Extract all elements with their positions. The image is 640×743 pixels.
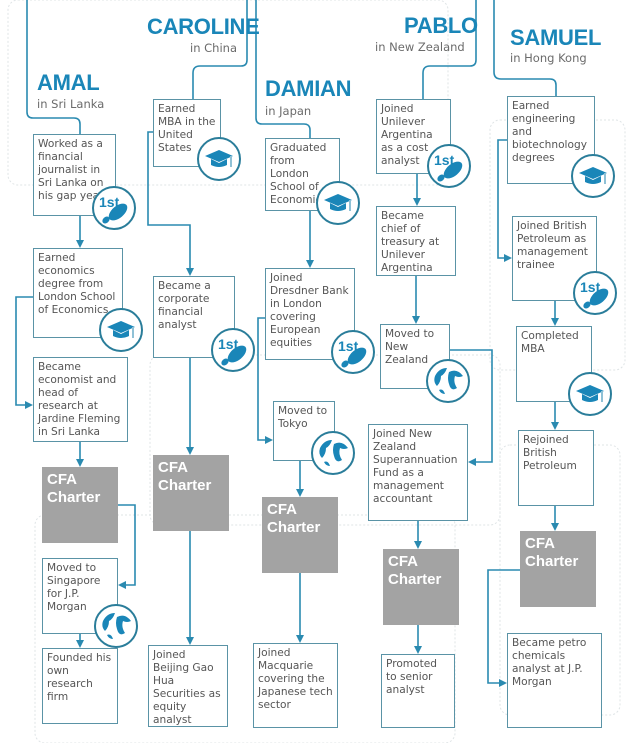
svg-text:1st: 1st xyxy=(434,152,455,168)
arrow-connector xyxy=(497,139,512,262)
connector-line xyxy=(422,0,477,99)
cfa-charter-box: CFA Charter xyxy=(153,455,229,531)
person-name: DAMIAN xyxy=(265,76,352,101)
arrow-connector xyxy=(15,296,33,409)
cfa-charter-box: CFA Charter xyxy=(42,467,118,543)
svg-text:1st: 1st xyxy=(580,279,601,295)
arrow-connector xyxy=(257,317,273,444)
career-step-box: Moved to Tokyo xyxy=(273,401,335,461)
globe-icon xyxy=(311,431,355,475)
career-step-box: Founded his own research firm xyxy=(42,648,118,724)
graduation-cap-icon xyxy=(99,308,143,352)
career-step-box: Became economist and head of research at… xyxy=(33,357,128,442)
career-step-box: Became petro chemicals analyst at J.P. M… xyxy=(507,633,602,728)
connector-line xyxy=(255,0,311,138)
person-name: AMAL xyxy=(37,70,100,95)
connector-line xyxy=(26,0,81,134)
first-step-shoe-icon: 1st xyxy=(427,144,471,188)
arrow-connector xyxy=(118,504,136,589)
arrow-connector xyxy=(487,569,520,687)
cfa-charter-box: CFA Charter xyxy=(383,549,459,625)
first-step-shoe-icon: 1st xyxy=(573,271,617,315)
connector-line xyxy=(493,0,557,96)
career-step-box: Joined Dresdner Bank in London covering … xyxy=(265,268,355,360)
cfa-charter-box: CFA Charter xyxy=(262,497,338,573)
svg-text:1st: 1st xyxy=(99,194,120,210)
career-step-box: Joined Unilever Argentina as a cost anal… xyxy=(376,99,451,174)
person-location: in China xyxy=(190,41,237,55)
background-frame xyxy=(34,514,456,743)
person-name: PABLO xyxy=(404,13,478,38)
career-step-box: Joined Beijing Gao Hua Securities as equ… xyxy=(148,645,228,727)
career-step-box: Rejoined British Petroleum xyxy=(518,430,594,506)
career-step-box: Earned MBA in the United States xyxy=(153,99,221,167)
graduation-cap-icon xyxy=(197,137,241,181)
graduation-cap-icon xyxy=(316,181,360,225)
career-step-box: Promoted to senior analyst xyxy=(381,654,455,728)
career-step-box: Became chief of treasury at Unilever Arg… xyxy=(376,206,456,276)
graduation-cap-icon xyxy=(571,154,615,198)
svg-text:1st: 1st xyxy=(338,338,359,354)
connector-line xyxy=(192,0,248,99)
first-step-shoe-icon: 1st xyxy=(331,330,375,374)
person-name: CAROLINE xyxy=(147,14,260,39)
svg-text:1st: 1st xyxy=(218,336,239,352)
person-location: in Hong Kong xyxy=(510,51,587,65)
career-step-box: Joined Macquarie covering the Japanese t… xyxy=(253,643,338,728)
person-location: in Sri Lanka xyxy=(37,97,105,111)
globe-icon xyxy=(94,604,138,648)
person-name: SAMUEL xyxy=(510,25,602,50)
arrow-connector xyxy=(147,131,194,276)
first-step-shoe-icon: 1st xyxy=(211,328,255,372)
first-step-shoe-icon: 1st xyxy=(92,186,136,230)
person-location: in New Zealand xyxy=(375,40,465,54)
cfa-charter-box: CFA Charter xyxy=(520,531,596,607)
graduation-cap-icon xyxy=(568,372,612,416)
globe-icon xyxy=(426,359,470,403)
person-location: in Japan xyxy=(265,104,312,118)
career-step-box: Joined New Zealand Superannuation Fund a… xyxy=(368,424,468,521)
arrow-connector xyxy=(450,349,493,466)
